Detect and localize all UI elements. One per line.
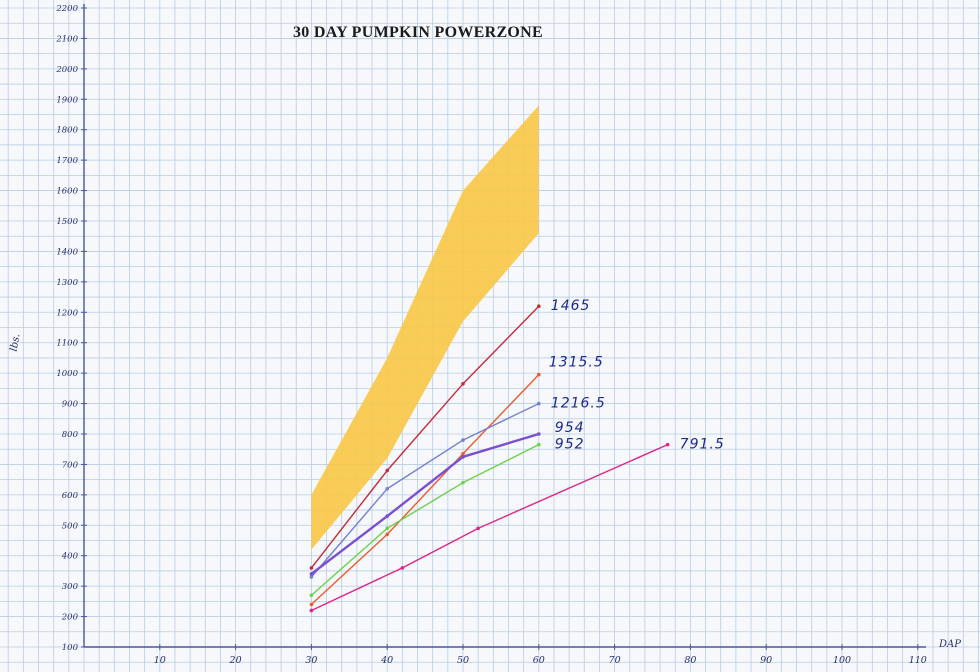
y-tick-label: 800 bbox=[62, 430, 79, 440]
x-tick-label: 90 bbox=[760, 655, 772, 666]
series-line bbox=[310, 432, 540, 575]
powerzone-area bbox=[311, 105, 539, 550]
y-tick-label: 500 bbox=[62, 521, 79, 531]
x-tick-label: 20 bbox=[229, 655, 242, 666]
x-tick-label: 70 bbox=[609, 655, 621, 666]
chart-axes bbox=[83, 4, 926, 648]
series-end-label: 1465 bbox=[551, 298, 591, 314]
y-tick-label: 1600 bbox=[56, 187, 78, 197]
data-point bbox=[665, 442, 670, 447]
data-point bbox=[537, 432, 541, 436]
y-tick-label: 2100 bbox=[55, 34, 78, 44]
series-end-label: 791.5 bbox=[680, 437, 725, 453]
y-tick-label: 1700 bbox=[56, 156, 78, 166]
data-point bbox=[537, 401, 541, 406]
data-point bbox=[461, 381, 465, 386]
y-tick-label: 2000 bbox=[55, 65, 78, 75]
chart-title: 30 DAY PUMPKIN POWERZONE bbox=[293, 24, 543, 41]
y-tick-label: 900 bbox=[62, 400, 79, 410]
series-line bbox=[311, 444, 668, 612]
y-tick-label: 1300 bbox=[56, 278, 78, 288]
y-tick-label: 1500 bbox=[56, 217, 78, 227]
x-axis-label: DAP bbox=[938, 639, 961, 650]
y-tick-label: 2200 bbox=[55, 4, 78, 14]
x-tick-label: 100 bbox=[833, 655, 851, 666]
series-line bbox=[310, 305, 540, 569]
data-point bbox=[309, 566, 314, 570]
y-tick-label: 1800 bbox=[56, 126, 78, 136]
data-point bbox=[537, 304, 541, 309]
x-tick-label: 50 bbox=[457, 655, 469, 666]
y-tick-label: 1900 bbox=[56, 95, 78, 105]
x-tick-label: 40 bbox=[380, 655, 393, 666]
data-point bbox=[385, 486, 390, 491]
y-tick-label: 1100 bbox=[56, 339, 78, 349]
data-point bbox=[537, 442, 541, 447]
series-end-label: 952 bbox=[555, 437, 585, 453]
y-tick-label: 300 bbox=[62, 582, 79, 592]
y-tick-labels: 100 200 300 400 500 600 700 800 900 1000 1100 1200 1… bbox=[55, 4, 87, 653]
x-tick-label: 80 bbox=[684, 655, 696, 666]
data-point bbox=[385, 526, 390, 531]
y-tick-label: 400 bbox=[61, 552, 79, 562]
data-point bbox=[309, 593, 314, 598]
x-tick-label: 110 bbox=[909, 655, 927, 666]
data-point bbox=[385, 532, 390, 537]
data-point bbox=[461, 480, 465, 485]
x-tick-label: 30 bbox=[305, 655, 317, 666]
x-tick-label: 10 bbox=[154, 655, 166, 666]
y-tick-label: 1400 bbox=[56, 247, 78, 257]
x-tick-labels: 10 20 30 40 50 60 70 80 90 100 110 bbox=[154, 644, 927, 666]
series-end-label: 954 bbox=[555, 420, 585, 436]
data-point bbox=[400, 566, 405, 570]
series-lines bbox=[309, 304, 670, 613]
data-point bbox=[461, 455, 465, 459]
y-tick-label: 100 bbox=[62, 643, 79, 653]
series-line bbox=[310, 444, 540, 596]
y-tick-label: 700 bbox=[62, 460, 79, 470]
data-point bbox=[309, 608, 314, 613]
data-point bbox=[461, 451, 465, 456]
data-point bbox=[385, 514, 390, 518]
powerzone-band bbox=[311, 105, 539, 550]
data-point bbox=[385, 468, 390, 473]
y-tick-label: 200 bbox=[61, 613, 79, 623]
x-tick-label: 60 bbox=[533, 655, 545, 666]
series-line bbox=[310, 402, 540, 578]
data-point bbox=[461, 438, 465, 442]
data-point bbox=[309, 575, 314, 579]
y-axis-label: lbs. bbox=[9, 333, 23, 353]
series-line bbox=[310, 374, 540, 605]
series-end-label: 1315.5 bbox=[549, 355, 604, 371]
data-point bbox=[476, 526, 480, 531]
y-tick-label: 600 bbox=[62, 491, 79, 501]
y-tick-label: 1000 bbox=[56, 369, 78, 379]
series-end-label: 1216.5 bbox=[551, 396, 606, 412]
data-point bbox=[537, 372, 541, 377]
data-point bbox=[309, 572, 314, 576]
y-tick-label: 1200 bbox=[56, 308, 78, 318]
data-point bbox=[309, 602, 314, 607]
